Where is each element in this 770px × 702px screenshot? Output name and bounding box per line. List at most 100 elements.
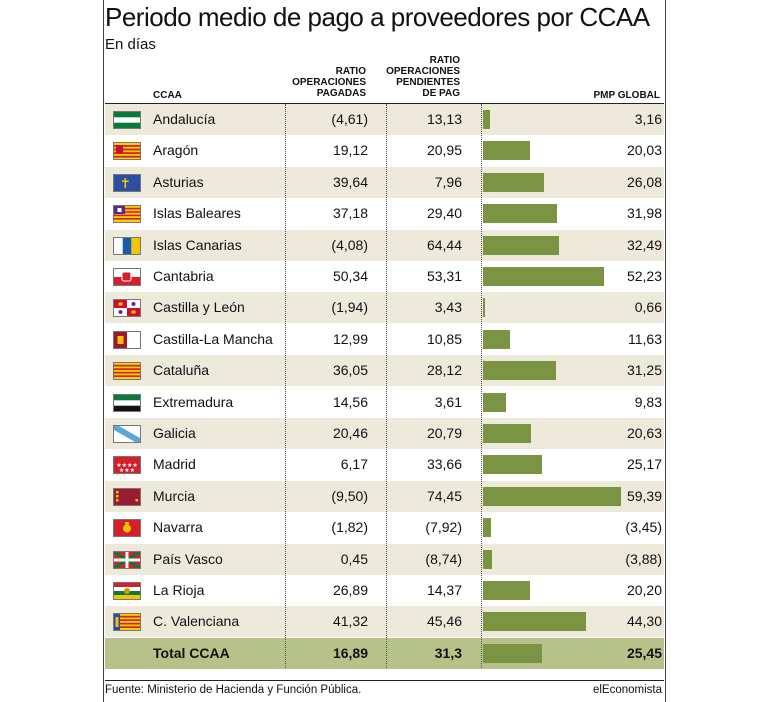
pmp-global-value: 52,23 [626, 268, 662, 284]
region-name: Cantabria [153, 268, 214, 284]
pending-ratio-value: 31,3 [434, 644, 462, 661]
pmp-bar [483, 110, 491, 129]
murcia-flag-icon [113, 487, 141, 506]
pmp-bar [483, 612, 586, 632]
region-name: Castilla y León [153, 299, 245, 316]
pmp-global-value: 0,66 [634, 299, 662, 316]
pmp-global-value: 20,20 [626, 582, 662, 598]
paid-ratio-value: 20,46 [332, 425, 368, 441]
pending-ratio-value: 20,95 [426, 142, 462, 159]
pmp-bar [483, 392, 506, 412]
svg-text:★★★: ★★★ [119, 467, 135, 473]
madrid-flag-icon: ★★★★ ★★★ [113, 456, 141, 475]
table-row: Extremadura 14,56 3,61 9,83 [105, 387, 664, 418]
table-row: Cantabria 50,34 53,31 52,23 [105, 261, 664, 292]
table-row: C. Valenciana 41,32 45,46 44,30 [105, 606, 664, 638]
pmp-bar [483, 329, 510, 349]
right-border [665, 0, 666, 702]
paid-ratio-value: (1,94) [331, 299, 368, 316]
pmp-bar [483, 424, 531, 443]
pending-ratio-value: 29,40 [426, 205, 462, 222]
brand-logo: elEconomista [592, 684, 662, 696]
la-rioja-flag-icon [113, 582, 141, 600]
region-name: Islas Canarias [153, 236, 242, 253]
pmp-global-value: 59,39 [626, 487, 662, 504]
table-row: ★★★★ ★★★ Madrid 6,17 33,66 25,17 [105, 449, 664, 480]
pending-ratio-value: 28,12 [426, 362, 462, 379]
pending-ratio-value: 53,31 [426, 268, 462, 284]
header-pending-line: DE PAG [422, 88, 460, 99]
column-divider [481, 104, 482, 668]
paid-ratio-value: 12,99 [332, 330, 368, 347]
castilla-leon-flag-icon [113, 299, 141, 318]
header-pending: RATIO OPERACIONES PENDIENTES DE PAG [383, 55, 460, 99]
cataluna-flag-icon [113, 362, 141, 381]
header-pending-line: PENDIENTES [396, 77, 460, 88]
paid-ratio-value: 41,32 [332, 613, 368, 630]
pmp-bar [483, 581, 530, 600]
footer-divider [105, 680, 664, 681]
region-name: La Rioja [153, 582, 205, 598]
paid-ratio-value: 16,89 [332, 644, 368, 661]
extremadura-flag-icon [113, 393, 141, 412]
source-note: Fuente: Ministerio de Hacienda y Función… [105, 684, 362, 696]
pmp-global-value: 20,63 [626, 425, 662, 441]
pmp-bar [483, 172, 544, 192]
region-name: Aragón [153, 142, 199, 159]
column-divider [386, 104, 387, 668]
pending-ratio-value: 45,46 [426, 613, 462, 630]
header-pending-line: RATIO [429, 55, 460, 66]
header-paid-line: PAGADAS [316, 88, 366, 99]
pmp-global-value: 3,16 [634, 111, 662, 127]
left-border [103, 0, 104, 702]
valenciana-flag-icon [113, 613, 141, 632]
pmp-bar [483, 267, 605, 286]
pmp-global-value: 31,25 [626, 362, 662, 379]
aragon-flag-icon [113, 142, 141, 161]
pmp-global-value: 32,49 [626, 236, 662, 253]
pending-ratio-value: 13,13 [426, 111, 462, 127]
table-total-row: Total CCAA 16,89 31,3 25,45 [105, 637, 664, 669]
pmp-bar [483, 486, 621, 506]
pending-ratio-value: (7,92) [425, 519, 462, 536]
asturias-flag-icon [113, 173, 141, 192]
pmp-global-value: (3,45) [625, 519, 662, 536]
chart-subtitle: En días [105, 36, 156, 53]
pending-ratio-value: 64,44 [426, 236, 462, 253]
chart-frame: Periodo medio de pago a proveedores por … [103, 0, 666, 702]
paid-ratio-value: 50,34 [332, 268, 368, 284]
chart-title: Periodo medio de pago a proveedores por … [105, 2, 650, 32]
pmp-global-value: 31,98 [626, 205, 662, 222]
region-name: Castilla-La Mancha [153, 330, 273, 347]
castilla-la-mancha-flag-icon [113, 330, 141, 349]
table-row: La Rioja 26,89 14,37 20,20 [105, 575, 664, 606]
pending-ratio-value: 10,85 [426, 330, 462, 347]
paid-ratio-value: 14,56 [332, 393, 368, 410]
pmp-bar [483, 549, 492, 569]
table-row: Galicia 20,46 20,79 20,63 [105, 418, 664, 449]
paid-ratio-value: 0,45 [340, 550, 368, 567]
region-name: C. Valenciana [153, 613, 240, 630]
pmp-global-value: 11,63 [628, 330, 662, 347]
column-divider [285, 104, 286, 668]
pmp-bar [483, 235, 559, 255]
pending-ratio-value: 7,96 [434, 173, 462, 190]
header-ccaa: CCAA [153, 90, 182, 101]
header-pending-line: OPERACIONES [386, 66, 460, 77]
pending-ratio-value: 33,66 [426, 456, 462, 473]
pmp-global-value: 25,17 [626, 456, 662, 473]
pending-ratio-value: 3,61 [434, 393, 462, 410]
paid-ratio-value: (4,61) [331, 111, 368, 127]
svg-text:★★★★: ★★★★ [116, 462, 138, 469]
pmp-global-value: 20,03 [626, 142, 662, 159]
pmp-global-value: 26,08 [626, 173, 662, 190]
paid-ratio-value: 37,18 [332, 205, 368, 222]
header-paid-line: OPERACIONES [292, 77, 366, 88]
paid-ratio-value: 6,17 [340, 456, 368, 473]
region-name: Madrid [153, 456, 196, 473]
pending-ratio-value: (8,74) [425, 550, 462, 567]
header-pmp: PMP GLOBAL [593, 90, 660, 101]
paid-ratio-value: 36,05 [332, 362, 368, 379]
region-name: País Vasco [153, 550, 223, 567]
table-row: Murcia (9,50) 74,45 59,39 [105, 480, 664, 512]
